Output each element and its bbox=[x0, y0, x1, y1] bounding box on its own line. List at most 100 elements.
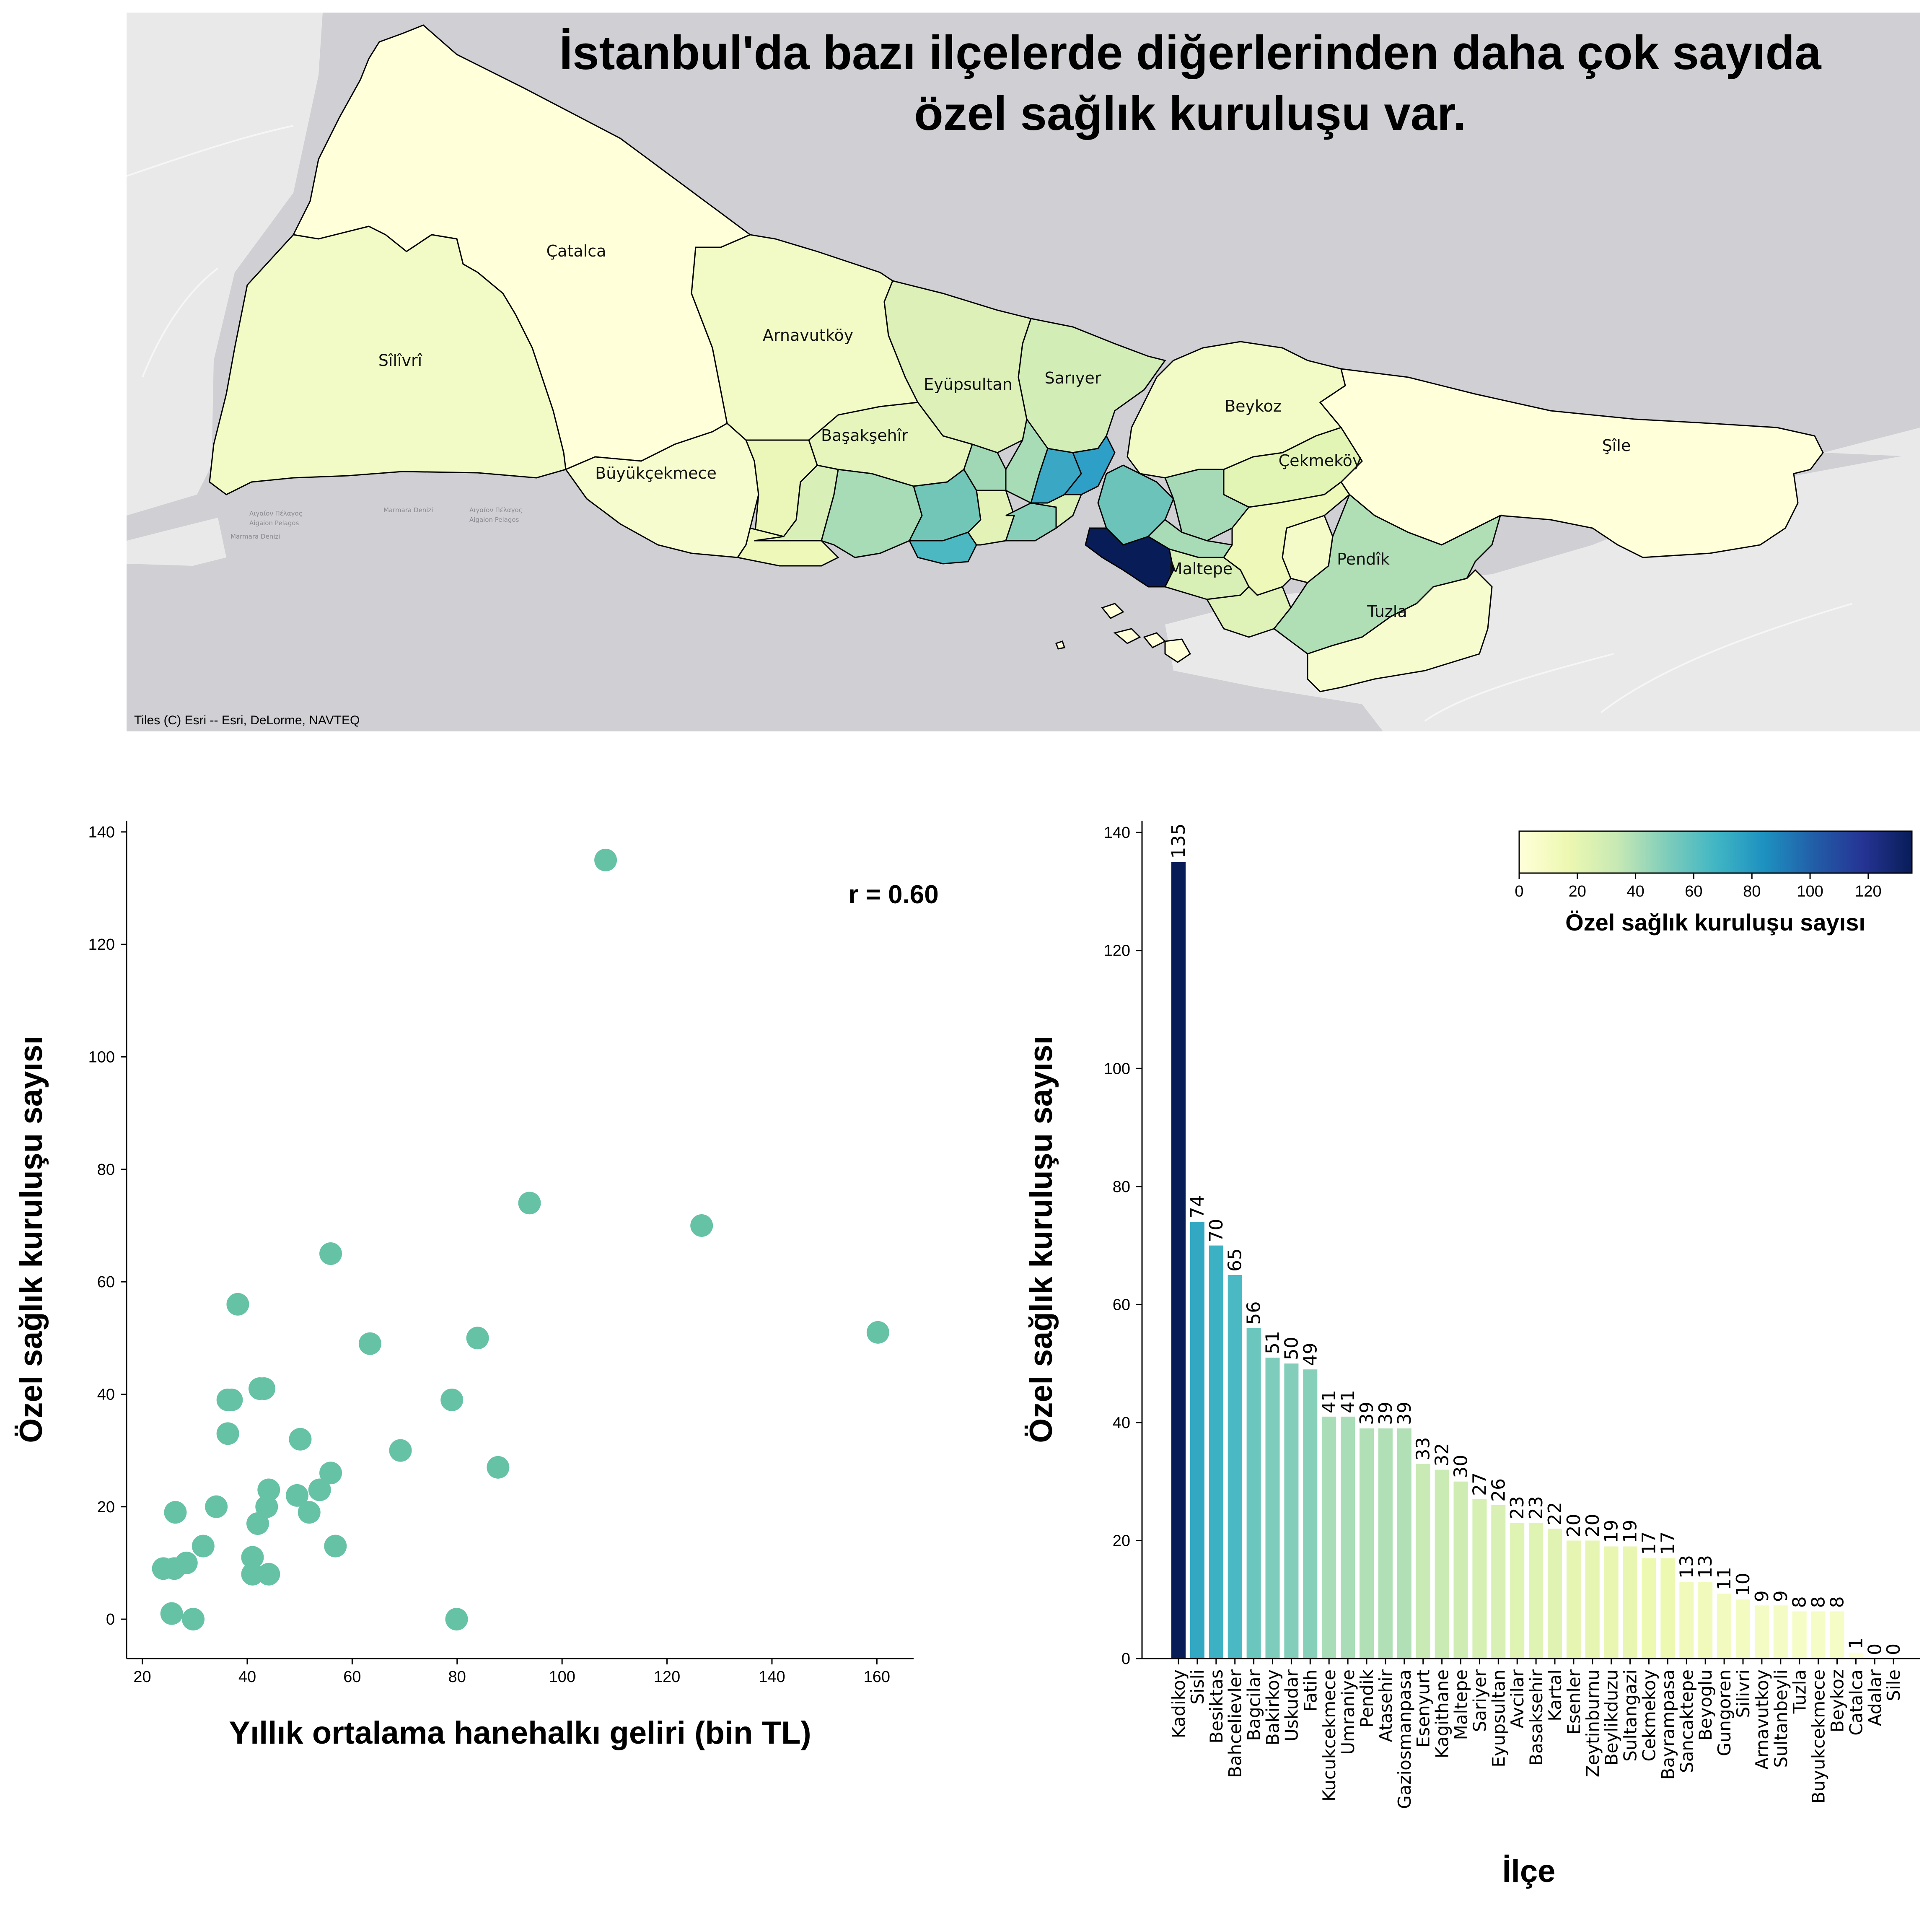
district-adalar bbox=[1055, 603, 1191, 663]
bar bbox=[1228, 1275, 1242, 1659]
bar bbox=[1416, 1464, 1430, 1659]
scatter-y-tick-label: 100 bbox=[88, 1048, 115, 1066]
district-label: Sîlîvrî bbox=[378, 351, 423, 370]
scatter-y-tick-label: 60 bbox=[97, 1273, 115, 1291]
bar-category-label: Kadikoy bbox=[1168, 1669, 1189, 1738]
bar-value-label: 9 bbox=[1751, 1590, 1773, 1602]
colorbar-gradient bbox=[1518, 830, 1913, 874]
bar-category-label: Tuzla bbox=[1790, 1669, 1810, 1714]
district-kucukcekmece bbox=[821, 469, 923, 558]
bar-category-label: Gungoren bbox=[1714, 1669, 1735, 1756]
bar bbox=[1754, 1605, 1769, 1659]
bar bbox=[1642, 1558, 1656, 1659]
district-bahcelievler bbox=[908, 531, 977, 565]
bar-category-label: Beykoz bbox=[1827, 1669, 1848, 1732]
bar-value-label: 49 bbox=[1300, 1343, 1321, 1366]
scatter-point bbox=[445, 1608, 468, 1631]
sea-label: Marmara Denizi bbox=[383, 506, 433, 514]
bar bbox=[1623, 1546, 1637, 1659]
scatter-annotation: r = 0.60 bbox=[848, 880, 938, 909]
bar-value-label: 27 bbox=[1469, 1472, 1490, 1496]
sea-label: Aigaion Pelagos bbox=[249, 519, 299, 527]
bar bbox=[1679, 1581, 1694, 1659]
scatter-y-tick-label: 140 bbox=[88, 824, 115, 841]
bar bbox=[1698, 1581, 1713, 1659]
bar-category-label: Beylikduzu bbox=[1601, 1669, 1622, 1765]
bar-value-label: 22 bbox=[1544, 1502, 1566, 1525]
colorbar-tick-label: 100 bbox=[1797, 883, 1823, 900]
sea-label: Αιγαίον Πέλαγος bbox=[469, 506, 523, 514]
colorbar-tick-label: 80 bbox=[1743, 883, 1761, 900]
district-label: Başakşehîr bbox=[821, 426, 908, 445]
bar-category-label: Avcilar bbox=[1507, 1669, 1528, 1728]
scatter-point bbox=[440, 1388, 464, 1411]
district-label: Arnavutköy bbox=[763, 326, 853, 345]
bar-value-label: 19 bbox=[1620, 1520, 1641, 1543]
bar-category-label: Bayrampasa bbox=[1657, 1669, 1678, 1780]
scatter-point bbox=[160, 1602, 183, 1625]
bar-y-tick-label: 100 bbox=[1104, 1060, 1130, 1078]
bar-value-label: 13 bbox=[1695, 1555, 1716, 1578]
scatter-points bbox=[152, 848, 889, 1631]
figure-title: İstanbul'da bazı ilçelerde diğerlerinden… bbox=[559, 26, 1822, 80]
bar-value-label: 74 bbox=[1187, 1195, 1208, 1218]
scatter-ticks: 20 40 60 80 100 120 140 160 0 20 40 60 80 100 120 140 bbox=[88, 824, 890, 1686]
bar-y-label: Özel sağlık kuruluşu sayısı bbox=[1023, 1036, 1059, 1443]
bar bbox=[1472, 1499, 1487, 1659]
scatter-point bbox=[487, 1456, 510, 1479]
sea-label: Marmara Denizi bbox=[230, 533, 280, 540]
district-label: Eyüpsultan bbox=[924, 375, 1012, 394]
district-besiktas bbox=[1063, 435, 1116, 495]
scatter-point bbox=[389, 1439, 412, 1462]
bar-x-label: İlçe bbox=[1502, 1853, 1556, 1889]
bar-value-label: 0 bbox=[1883, 1643, 1904, 1655]
scatter-x-tick-label: 120 bbox=[654, 1668, 680, 1686]
scatter-point bbox=[246, 1512, 269, 1535]
bar-value-label: 39 bbox=[1375, 1402, 1396, 1425]
bar bbox=[1548, 1529, 1562, 1659]
bar-value-label: 17 bbox=[1639, 1532, 1660, 1555]
colorbar-tick-label: 20 bbox=[1569, 883, 1586, 900]
bar-bars bbox=[1171, 862, 1863, 1659]
bar-category-label: Maltepe bbox=[1451, 1669, 1471, 1740]
scatter-y-tick-label: 80 bbox=[97, 1161, 115, 1179]
bar-category-label: Kartal bbox=[1545, 1669, 1565, 1721]
bar-y-tick-label: 120 bbox=[1104, 942, 1130, 960]
scatter-y-label: Özel sağlık kuruluşu sayısı bbox=[13, 1036, 49, 1443]
bar-category-label: Sile bbox=[1883, 1669, 1904, 1701]
figure-title-line2: özel sağlık kuruluşu var. bbox=[914, 87, 1466, 140]
bar-category-label: Zeytinburnu bbox=[1582, 1669, 1603, 1777]
scatter-point bbox=[324, 1534, 347, 1558]
bar-value-label: 0 bbox=[1864, 1643, 1885, 1655]
scatter-x-tick-label: 40 bbox=[238, 1668, 256, 1686]
bar bbox=[1736, 1599, 1750, 1659]
colorbar-tick-label: 40 bbox=[1626, 883, 1644, 900]
district-label: Tuzla bbox=[1367, 602, 1407, 621]
bar bbox=[1811, 1611, 1826, 1659]
scatter-point bbox=[164, 1501, 187, 1524]
map-land-west-coast bbox=[127, 518, 226, 566]
bar-category-label: Uskudar bbox=[1281, 1669, 1302, 1742]
bar-y-tick-label: 0 bbox=[1121, 1650, 1130, 1668]
district-label: Şîle bbox=[1602, 436, 1631, 455]
bar-category-label: Umraniye bbox=[1338, 1669, 1358, 1755]
scatter-point bbox=[866, 1321, 889, 1344]
bar bbox=[1341, 1416, 1355, 1659]
bar bbox=[1360, 1428, 1374, 1659]
sea-label: Αιγαίον Πέλαγος bbox=[249, 510, 303, 517]
bar-value-label: 56 bbox=[1243, 1301, 1265, 1325]
bar-category-label: Bahcelievler bbox=[1225, 1669, 1246, 1778]
scatter-point bbox=[216, 1422, 239, 1445]
scatter-y-tick-label: 0 bbox=[106, 1611, 115, 1628]
bar-value-labels: 1357470655651504941413939393332302726232… bbox=[1168, 824, 1904, 1655]
bar bbox=[1510, 1523, 1525, 1659]
scatter-y-tick-label: 120 bbox=[88, 936, 115, 954]
bar bbox=[1849, 1652, 1863, 1659]
bar bbox=[1435, 1470, 1449, 1659]
scatter-point bbox=[257, 1478, 280, 1501]
scatter-point bbox=[241, 1546, 264, 1569]
bar-value-label: 50 bbox=[1281, 1337, 1302, 1360]
bar-value-label: 30 bbox=[1450, 1455, 1472, 1478]
